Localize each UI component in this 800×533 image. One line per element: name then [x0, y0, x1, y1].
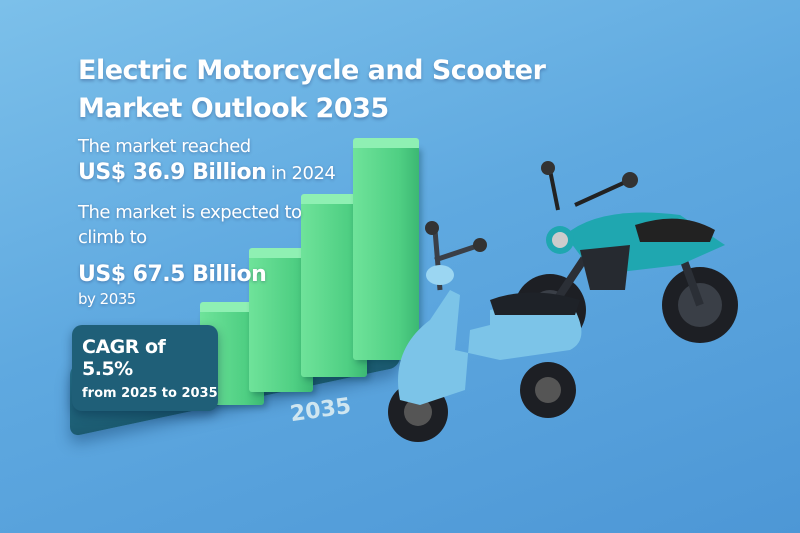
expected-value: US$ 67.5 Billion	[78, 262, 267, 287]
scooter-icon	[388, 221, 582, 442]
expected-line-1: The market is expected to	[78, 202, 302, 223]
reached-row: US$ 36.9 Billion in 2024	[78, 160, 336, 185]
platform-year-label: 2035	[288, 393, 353, 428]
reached-value: US$ 36.9 Billion	[78, 160, 267, 185]
expected-line-2: climb to	[78, 227, 147, 248]
page-title: Electric Motorcycle and Scooter Market O…	[78, 52, 546, 128]
reached-label: The market reached	[78, 136, 251, 157]
cagr-card: CAGR of 5.5% from 2025 to 2035	[72, 325, 218, 411]
title-line-1: Electric Motorcycle and Scooter	[78, 55, 546, 86]
cagr-value: CAGR of 5.5%	[82, 335, 166, 380]
vehicles-illustration	[388, 161, 738, 442]
expected-year: by 2035	[78, 290, 136, 308]
cagr-period: from 2025 to 2035	[82, 385, 218, 401]
bar-4	[353, 138, 419, 360]
reached-year: in 2024	[270, 163, 336, 184]
title-line-2: Market Outlook 2035	[78, 93, 389, 124]
